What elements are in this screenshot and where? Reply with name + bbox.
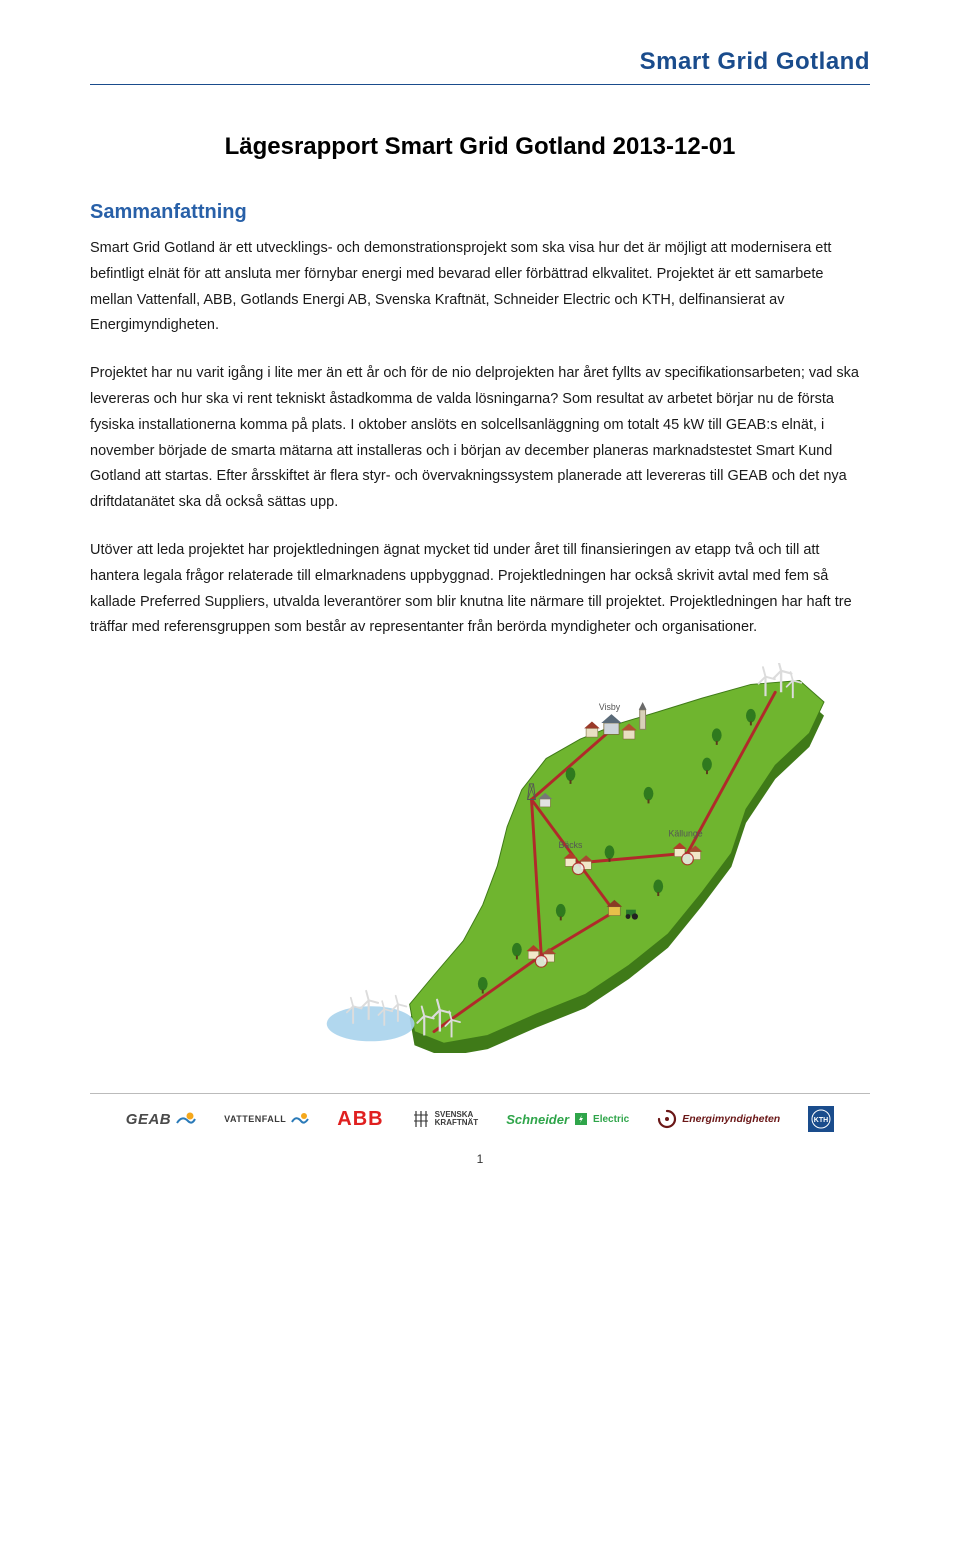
header-brand: Smart Grid Gotland [90,48,870,76]
svg-text:KTH: KTH [814,1117,828,1124]
paragraph-2: Projektet har nu varit igång i lite mer … [90,361,870,516]
illustration-container: Visby Bäcks Källunge [90,663,870,1053]
logo-svenska-kraftnät: SVENSKAKRAFTNÄT [412,1109,479,1129]
svg-text:Visby: Visby [599,702,621,712]
logo-energimyndigheten: Energimyndigheten [657,1109,780,1129]
document-page: Smart Grid Gotland Lägesrapport Smart Gr… [0,0,960,1541]
document-title: Lägesrapport Smart Grid Gotland 2013-12-… [90,133,870,161]
logo-kth: KTH [808,1106,834,1132]
logo-schneider-electric: Schneider Electric [506,1112,629,1127]
logo-abb: ABB [337,1108,383,1131]
svg-text:Källunge: Källunge [668,829,702,839]
footer-logo-bar: GEAB VATTENFALL ABB SVENSKAKRAFTNÄT Schne… [90,1093,870,1132]
section-heading-sammanfattning: Sammanfattning [90,201,870,224]
logo-geab: GEAB [126,1111,196,1128]
page-number: 1 [90,1152,870,1166]
gotland-map-illustration: Visby Bäcks Källunge [310,663,870,1053]
paragraph-3: Utöver att leda projektet har projektled… [90,538,870,641]
paragraph-1: Smart Grid Gotland är ett utvecklings- o… [90,236,870,339]
header-rule [90,84,870,85]
logo-vattenfall: VATTENFALL [224,1112,309,1126]
svg-text:Bäcks: Bäcks [559,840,583,850]
